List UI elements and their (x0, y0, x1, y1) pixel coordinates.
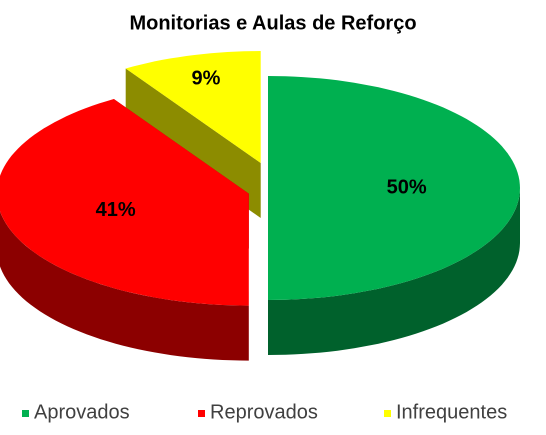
slice (268, 76, 520, 355)
legend-label: Infrequentes (396, 401, 507, 423)
data-label: 50% (387, 176, 427, 198)
data-label: 41% (96, 199, 136, 221)
data-label: 9% (191, 67, 220, 89)
legend-marker (198, 410, 205, 417)
slice-top (125, 51, 261, 163)
slice-side (268, 188, 520, 355)
slice (0, 99, 249, 361)
legend-label: Reprovados (210, 401, 318, 423)
legend-marker (384, 410, 391, 417)
slice-top (268, 76, 520, 300)
chart-title: Monitorias e Aulas de Reforço (129, 12, 416, 34)
slice-top (0, 99, 249, 306)
legend-marker (22, 410, 29, 417)
legend-label: Aprovados (34, 401, 130, 423)
slice-side (0, 211, 249, 361)
